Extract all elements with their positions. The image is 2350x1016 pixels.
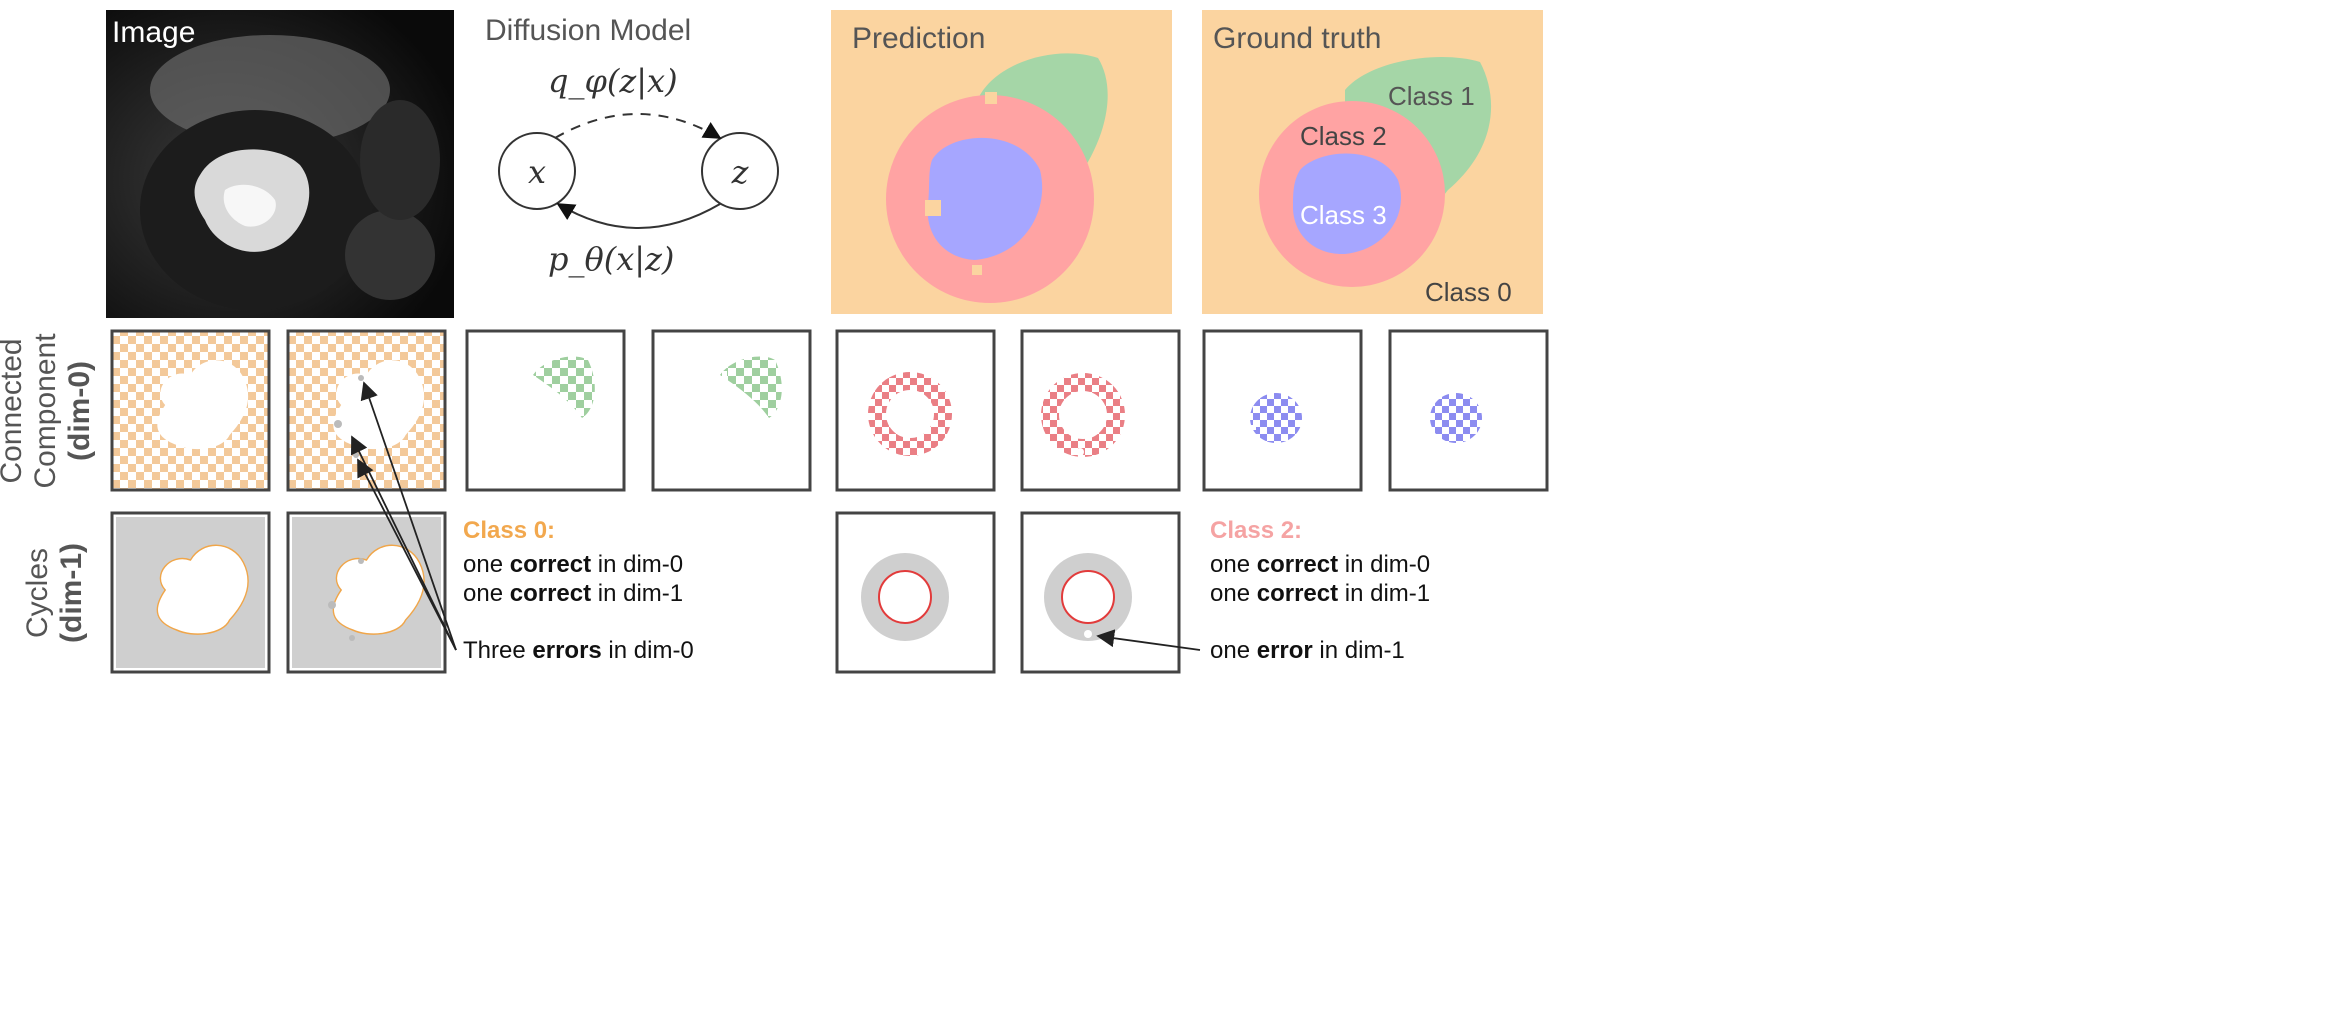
dim0-class3-gt-panel — [1202, 329, 1363, 492]
class2-note-line2: one correct in dim-1 — [1210, 580, 1430, 607]
class2-note: Class 2: one correct in dim-0 one correc… — [1210, 517, 1430, 664]
node-z-label: z — [731, 153, 750, 191]
svg-text:Connected: Connected — [0, 338, 28, 483]
dim0-class0-gt-panel — [110, 329, 271, 492]
error-arrow-1 — [360, 381, 457, 651]
class2-note-line1: one correct in dim-0 — [1210, 551, 1430, 578]
dim1-row-label: Cycles (dim-1) — [21, 543, 88, 643]
diffusion-model-title: Diffusion Model — [485, 14, 691, 47]
svg-text:(dim-1): (dim-1) — [55, 543, 88, 643]
class0-note-title: Class 0: — [463, 517, 555, 544]
p-theta-label: p_θ(x|z) — [548, 240, 674, 278]
dim0-class3-pred-panel — [1388, 329, 1549, 492]
dim0-class1-pred-panel — [651, 329, 812, 492]
class0-note: Class 0: one correct in dim-0 one correc… — [463, 517, 694, 664]
error-arrow-class2 — [1096, 629, 1201, 651]
node-z — [701, 132, 779, 210]
gt-class0-label: Class 0 — [1425, 277, 1512, 307]
mri-image-panel: Image — [106, 10, 454, 318]
class2-note-title: Class 2: — [1210, 517, 1302, 544]
gt-class2-label: Class 2 — [1300, 121, 1387, 151]
dim0-class1-gt-panel — [465, 329, 626, 492]
class2-error-text: one error in dim-1 — [1210, 637, 1405, 664]
svg-text:Cycles: Cycles — [21, 548, 54, 638]
dim0-class0-pred-panel — [286, 329, 447, 492]
error-arrows — [351, 381, 1201, 651]
node-x — [498, 132, 576, 210]
class0-note-line2: one correct in dim-1 — [463, 580, 683, 607]
prediction-panel: Prediction — [831, 10, 1172, 314]
ground-truth-title: Ground truth — [1213, 22, 1381, 55]
image-label: Image — [112, 16, 195, 49]
diffusion-model-diagram: Diffusion Model q_φ(z|x) x z p_θ(x|z) — [485, 14, 779, 278]
reverse-solid-arrow — [556, 203, 721, 229]
dim1-class0-gt-panel — [110, 511, 271, 674]
class0-note-line1: one correct in dim-0 — [463, 551, 683, 578]
dim0-class2-gt-panel — [835, 329, 996, 492]
error-arrow-3 — [357, 458, 457, 651]
svg-text:(dim-0): (dim-0) — [63, 361, 96, 461]
node-x-label: x — [528, 153, 546, 191]
svg-text:Component: Component — [29, 333, 62, 489]
gt-class1-label: Class 1 — [1388, 81, 1475, 111]
dim1-class0-pred-panel — [286, 511, 447, 674]
ground-truth-panel: Ground truth Class 1 Class 2 Class 3 Cla… — [1202, 10, 1543, 314]
q-phi-label: q_φ(z|x) — [548, 62, 678, 100]
dim0-class2-pred-panel — [1020, 329, 1181, 492]
class0-errors-text: Three errors in dim-0 — [463, 637, 694, 664]
gt-class3-label: Class 3 — [1300, 200, 1387, 230]
dim0-row-label: Connected Component (dim-0) — [0, 333, 96, 489]
dim1-class2-pred-panel — [1020, 511, 1181, 674]
forward-dashed-arrow — [554, 113, 722, 139]
prediction-title: Prediction — [852, 22, 985, 55]
dim1-class2-gt-panel — [835, 511, 996, 674]
